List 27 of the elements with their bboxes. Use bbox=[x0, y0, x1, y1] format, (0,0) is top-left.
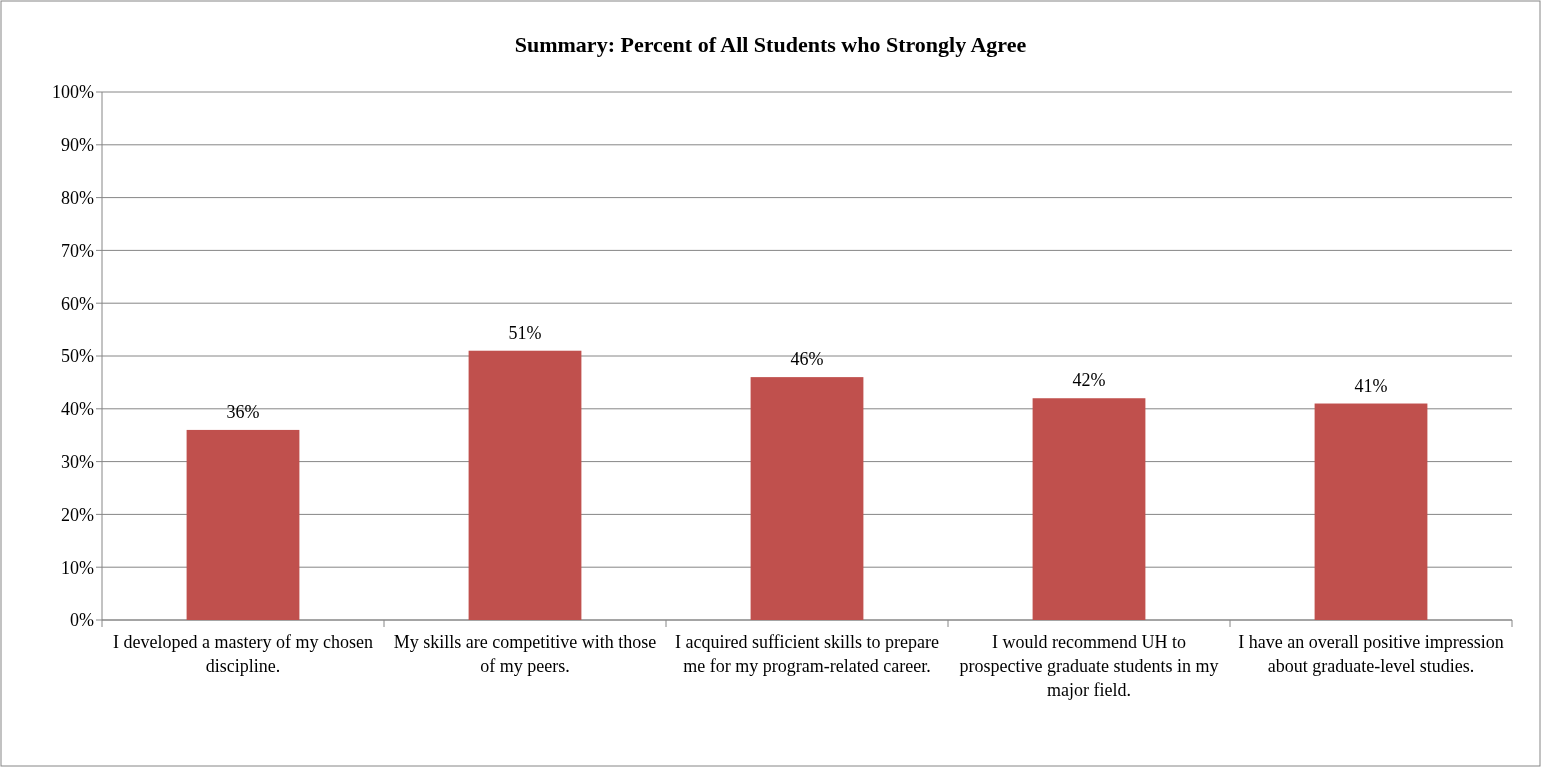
y-tick-label: 0% bbox=[70, 610, 94, 631]
x-tick-label: I developed a mastery of my chosen discipline. bbox=[113, 632, 373, 676]
x-tick-label: My skills are competitive with those of my peers. bbox=[393, 632, 657, 676]
bar bbox=[468, 350, 582, 620]
y-tick-label: 30% bbox=[61, 451, 94, 472]
y-tick-label: 50% bbox=[61, 346, 94, 367]
y-tick-label: 40% bbox=[61, 399, 94, 420]
data-label: 46% bbox=[790, 349, 824, 370]
y-tick-label: 90% bbox=[61, 135, 94, 156]
bar bbox=[1314, 403, 1428, 620]
data-label: 36% bbox=[226, 401, 260, 422]
data-label: 51% bbox=[508, 322, 542, 343]
bar bbox=[750, 377, 864, 620]
y-tick-label: 20% bbox=[61, 504, 94, 525]
y-tick-label: 10% bbox=[61, 557, 94, 578]
x-tick-label: I would recommend UH to prospective graduate students in my major field. bbox=[959, 632, 1219, 700]
data-label: 42% bbox=[1072, 370, 1106, 391]
y-tick-label: 60% bbox=[61, 293, 94, 314]
y-tick-label: 80% bbox=[61, 187, 94, 208]
y-tick-label: 70% bbox=[61, 240, 94, 261]
data-label: 41% bbox=[1354, 375, 1388, 396]
chart-title: Summary: Percent of All Students who Strongly Agree bbox=[514, 32, 1027, 57]
x-tick-label: I acquired sufficient skills to prepare me for my program-related career. bbox=[674, 632, 940, 676]
x-tick-label: I have an overall positive impression about graduate-level studies. bbox=[1238, 632, 1504, 676]
bar bbox=[1032, 398, 1146, 620]
bar bbox=[186, 429, 300, 620]
y-tick-label: 100% bbox=[52, 82, 94, 103]
